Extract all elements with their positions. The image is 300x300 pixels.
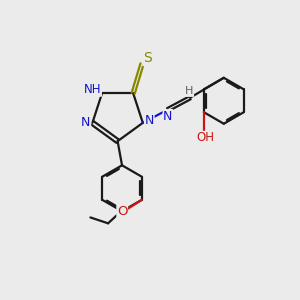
Text: N: N <box>163 110 172 123</box>
Text: O: O <box>117 205 128 218</box>
Text: H: H <box>185 86 194 96</box>
Text: N: N <box>81 116 91 129</box>
Text: S: S <box>143 52 152 65</box>
Text: N: N <box>145 114 154 127</box>
Text: NH: NH <box>84 83 101 96</box>
Text: OH: OH <box>196 131 214 144</box>
